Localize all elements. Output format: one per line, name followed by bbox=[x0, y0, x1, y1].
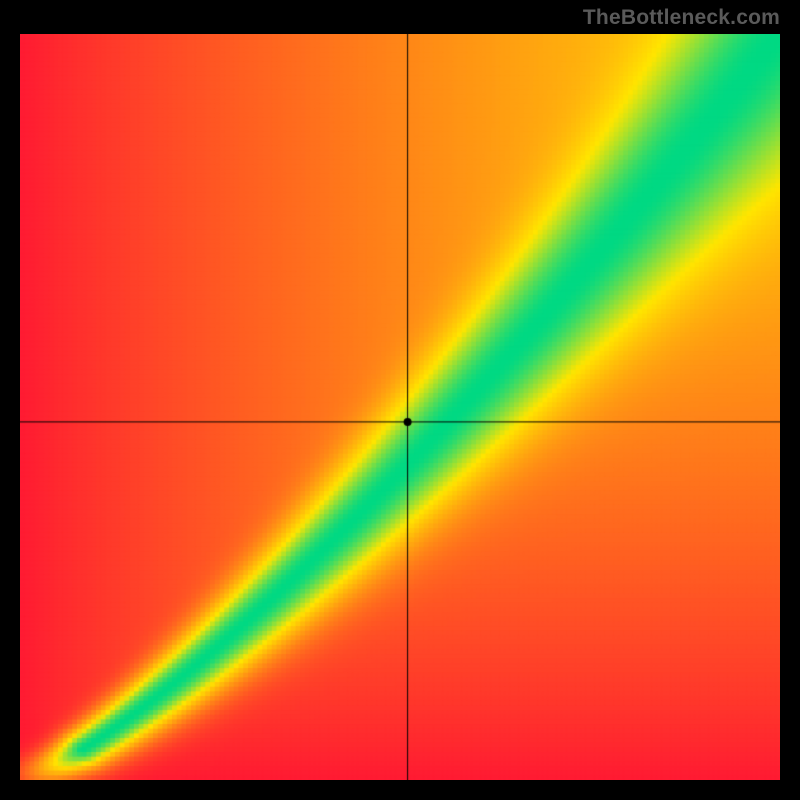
watermark-text: TheBottleneck.com bbox=[583, 6, 780, 30]
chart-container: TheBottleneck.com bbox=[0, 0, 800, 800]
bottleneck-heatmap bbox=[20, 34, 780, 780]
